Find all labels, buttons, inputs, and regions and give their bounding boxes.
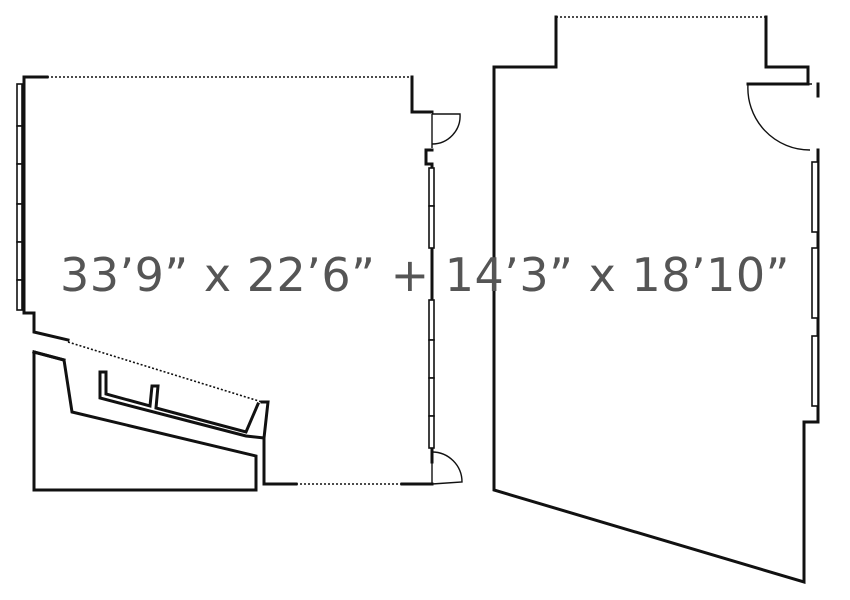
left-room-east-wall xyxy=(410,75,434,114)
left-room-lower-wing xyxy=(32,350,258,492)
left-room-upper-door xyxy=(431,113,461,148)
right-room-east-windows xyxy=(811,161,819,407)
left-room-lower-door xyxy=(431,451,463,485)
left-room-diagonal-opening xyxy=(67,341,263,403)
left-room-west-wall xyxy=(22,75,70,342)
left-room-south-wall xyxy=(262,436,298,486)
right-room-north-west-wall xyxy=(492,15,820,585)
right-room-north-east-wall xyxy=(746,15,810,86)
right-room xyxy=(492,15,820,585)
right-room-door xyxy=(747,82,820,151)
room-dimensions-label: 33’9” x 22’6” + 14’3” x 18’10” xyxy=(60,248,790,302)
left-room-east-wall-lower xyxy=(424,148,434,464)
left-room-east-windows xyxy=(428,167,435,449)
left-room-inner-partition xyxy=(98,370,270,440)
left-room-west-windows xyxy=(16,83,23,311)
left-room xyxy=(16,75,463,492)
left-room-lower-wing-outer xyxy=(32,350,66,362)
